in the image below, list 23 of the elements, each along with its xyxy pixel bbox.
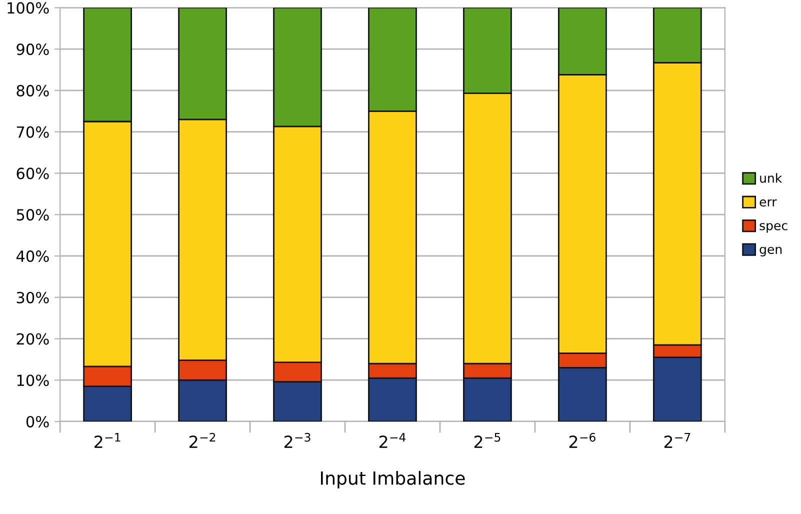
legend-label: unk bbox=[760, 173, 782, 183]
x-tick-label: 2$^{−1}$ bbox=[94, 433, 120, 448]
x-tick-label: 2$^{−5}$ bbox=[474, 433, 500, 448]
y-tick-label: 20% bbox=[16, 333, 49, 345]
x-tick-label: 2$^{−2}$ bbox=[190, 432, 216, 448]
legend-label: err bbox=[760, 199, 777, 207]
x-axis-title: Input Imbalance bbox=[321, 470, 465, 488]
y-tick-label: 90% bbox=[16, 44, 49, 56]
y-tick-label: 100% bbox=[8, 2, 49, 14]
y-tick-label: 80% bbox=[16, 84, 49, 96]
y-tick-label: 50% bbox=[16, 209, 49, 221]
y-tick-label: 0% bbox=[26, 416, 49, 428]
x-tick-label: 2$^{−7}$ bbox=[664, 433, 690, 448]
x-tick-label: 2$^{−3}$ bbox=[284, 432, 310, 448]
legend-label: spec bbox=[760, 223, 788, 233]
y-tick-label: 30% bbox=[16, 292, 49, 304]
legend-label: gen bbox=[760, 246, 782, 256]
y-tick-label: 10% bbox=[17, 374, 49, 386]
x-tick-label: 2$^{−4}$ bbox=[379, 433, 406, 448]
y-tick-label: 60% bbox=[16, 168, 49, 180]
y-tick-label: 70% bbox=[16, 126, 49, 138]
x-tick-label: 2$^{−6}$ bbox=[569, 432, 596, 448]
y-tick-label: 40% bbox=[16, 250, 49, 262]
